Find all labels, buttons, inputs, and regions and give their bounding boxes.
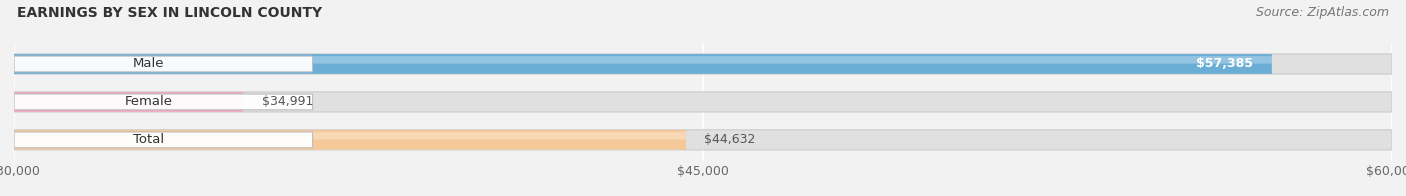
FancyBboxPatch shape [14, 54, 1392, 74]
FancyBboxPatch shape [14, 92, 243, 112]
FancyBboxPatch shape [14, 94, 312, 110]
FancyBboxPatch shape [14, 56, 1272, 64]
FancyBboxPatch shape [14, 132, 312, 148]
Text: $57,385: $57,385 [1197, 57, 1254, 71]
FancyBboxPatch shape [14, 92, 1392, 112]
Text: $34,991: $34,991 [262, 95, 314, 108]
FancyBboxPatch shape [14, 56, 312, 72]
FancyBboxPatch shape [14, 94, 243, 102]
FancyBboxPatch shape [14, 132, 686, 140]
Text: Female: Female [124, 95, 173, 108]
Text: Total: Total [132, 133, 165, 146]
FancyBboxPatch shape [14, 54, 1272, 74]
FancyBboxPatch shape [14, 130, 686, 150]
Text: EARNINGS BY SEX IN LINCOLN COUNTY: EARNINGS BY SEX IN LINCOLN COUNTY [17, 6, 322, 20]
Text: $44,632: $44,632 [704, 133, 756, 146]
FancyBboxPatch shape [14, 130, 1392, 150]
Text: Male: Male [132, 57, 165, 71]
Text: Source: ZipAtlas.com: Source: ZipAtlas.com [1256, 6, 1389, 19]
